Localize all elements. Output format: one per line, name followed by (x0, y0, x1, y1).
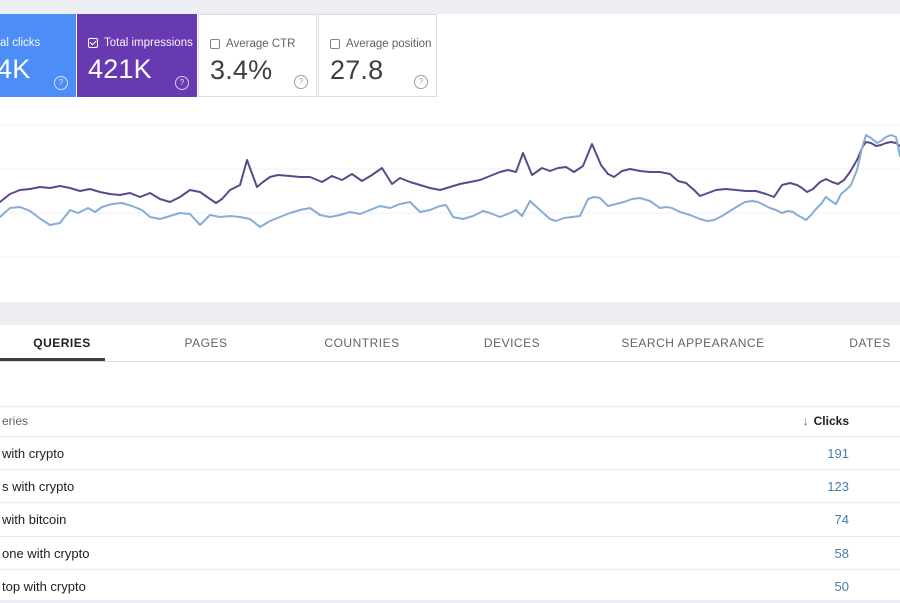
clicks-column-header[interactable]: ↓ Clicks (802, 414, 849, 428)
query-cell[interactable]: top with crypto (2, 579, 86, 594)
clicks-cell: 58 (834, 546, 849, 561)
clicks-cell: 74 (834, 512, 849, 527)
clicks-cell: 50 (834, 579, 849, 594)
table-row[interactable]: with bitcoin 74 (0, 503, 900, 537)
help-icon[interactable]: ? (294, 75, 308, 89)
performance-chart (0, 124, 900, 258)
query-cell[interactable]: one with crypto (2, 546, 90, 561)
table-row[interactable]: s with crypto 123 (0, 470, 900, 503)
checkbox-checked-icon[interactable] (88, 38, 98, 48)
table-row[interactable]: with crypto 191 (0, 437, 900, 470)
table-header-row: eries ↓ Clicks (0, 406, 900, 437)
help-icon[interactable]: ? (414, 75, 428, 89)
tab-queries[interactable]: QUERIES (33, 336, 91, 350)
table-row[interactable]: one with crypto 58 (0, 537, 900, 570)
metric-card-value: 421K (88, 54, 152, 84)
metric-card-average-position[interactable]: Average position 27.8 ? (318, 14, 437, 97)
metric-card-value: 3.4% (210, 55, 273, 85)
metric-card-value: 4K (0, 54, 31, 84)
metric-card-label: al clicks (0, 37, 41, 49)
metric-card-total-impressions[interactable]: Total impressions 421K ? (77, 14, 197, 97)
dimension-tabs: QUERIES PAGES COUNTRIES DEVICES SEARCH A… (0, 325, 900, 362)
clicks-cell: 123 (827, 479, 849, 494)
active-tab-indicator (0, 358, 105, 361)
metric-card-value: 27.8 (330, 55, 384, 85)
checkbox-unchecked-icon[interactable] (210, 39, 220, 49)
tab-countries[interactable]: COUNTRIES (324, 336, 400, 350)
tab-search-appearance[interactable]: SEARCH APPEARANCE (621, 336, 765, 350)
dimensions-panel: QUERIES PAGES COUNTRIES DEVICES SEARCH A… (0, 325, 900, 600)
tab-dates[interactable]: DATES (849, 336, 891, 350)
query-cell[interactable]: s with crypto (2, 479, 75, 494)
query-cell[interactable]: with bitcoin (2, 512, 67, 527)
metric-card-total-clicks[interactable]: al clicks 4K ? (0, 14, 76, 97)
help-icon[interactable]: ? (54, 76, 68, 90)
metric-card-average-ctr[interactable]: Average CTR 3.4% ? (198, 14, 317, 97)
sort-descending-icon: ↓ (802, 414, 809, 428)
table-row[interactable]: top with crypto 50 (0, 570, 900, 603)
performance-panel: al clicks 4K ? Total impressions 421K ? … (0, 14, 900, 302)
help-icon[interactable]: ? (175, 76, 189, 90)
clicks-cell: 191 (827, 446, 849, 461)
metric-card-label: Total impressions (104, 37, 193, 49)
checkbox-unchecked-icon[interactable] (330, 39, 340, 49)
tab-devices[interactable]: DEVICES (483, 336, 541, 350)
query-cell[interactable]: with crypto (2, 446, 65, 461)
queries-column-header: eries (2, 414, 29, 428)
tab-pages[interactable]: PAGES (184, 336, 228, 350)
metric-card-label: Average position (346, 38, 432, 50)
metric-card-label: Average CTR (226, 38, 296, 50)
